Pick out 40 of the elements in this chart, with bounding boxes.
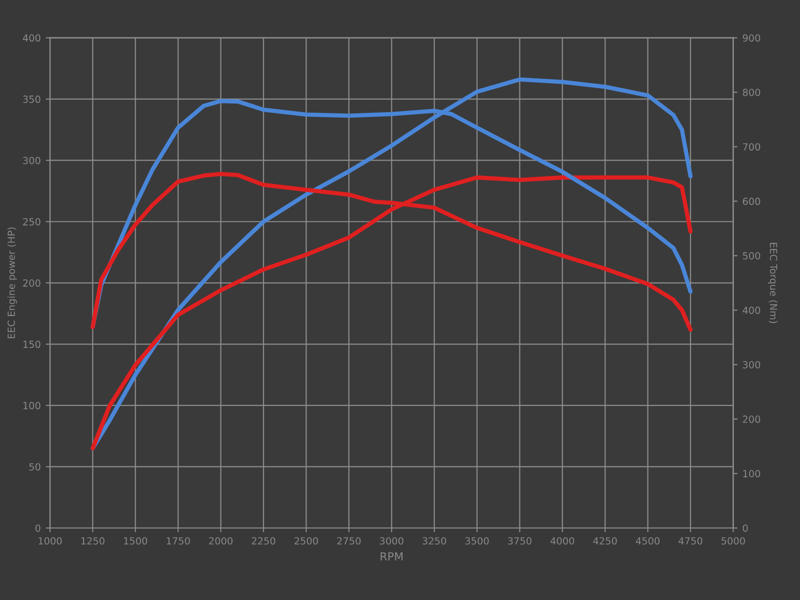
x-tick-label: 1750	[166, 537, 190, 545]
x-tick-label: 3500	[465, 537, 489, 545]
x-tick-label: 3750	[508, 537, 532, 545]
y-tick-label: 350	[23, 96, 40, 103]
y2-tick-label: 500	[742, 252, 760, 260]
x-tick-label: 4750	[678, 537, 702, 545]
x-tick-label: 5000	[722, 537, 745, 545]
y2-tick-label: 900	[742, 34, 760, 42]
y2-tick-label: 400	[742, 306, 760, 314]
x-tick-label: 4500	[636, 537, 660, 545]
y2-tick-label: 600	[742, 198, 760, 206]
y-axis-title: EEC Engine power (HP)	[7, 228, 17, 338]
y-tick-label: 300	[23, 156, 40, 164]
y-tick-label: 250	[23, 218, 40, 226]
x-tick-label: 2500	[294, 537, 318, 545]
x-tick-label: 1000	[38, 537, 62, 545]
y-tick-label: 0	[35, 524, 40, 532]
y2-tick-label: 0	[742, 524, 748, 532]
x-tick-label: 3250	[422, 537, 446, 545]
line-series	[90, 175, 693, 450]
y2-tick-label: 200	[742, 416, 760, 423]
y-tick-label: 50	[29, 463, 40, 471]
x-tick-label: 1250	[81, 537, 104, 545]
x-tick-label: 3000	[380, 537, 404, 545]
y2-tick-label: 300	[742, 361, 760, 368]
x-tick-label: 2000	[209, 537, 233, 545]
x-tick-label: 2250	[252, 537, 276, 545]
y2-tick-label: 100	[743, 470, 760, 478]
x-axis-title: RPM	[380, 552, 403, 560]
y2-axis-title: EEC Torque (Nm)	[768, 242, 778, 324]
y-tick-label: 400	[22, 34, 40, 42]
y-tick-label: 100	[23, 402, 40, 410]
y2-tick-label: 700	[743, 143, 760, 151]
x-tick-label: 2750	[337, 537, 361, 545]
y-tick-label: 200	[23, 279, 40, 287]
y-tick-label: 150	[23, 340, 40, 348]
x-tick-label: 1500	[124, 537, 148, 545]
y2-tick-label: 800	[742, 88, 760, 96]
x-tick-label: 4000	[550, 537, 574, 545]
x-tick-label: 4250	[593, 537, 617, 545]
